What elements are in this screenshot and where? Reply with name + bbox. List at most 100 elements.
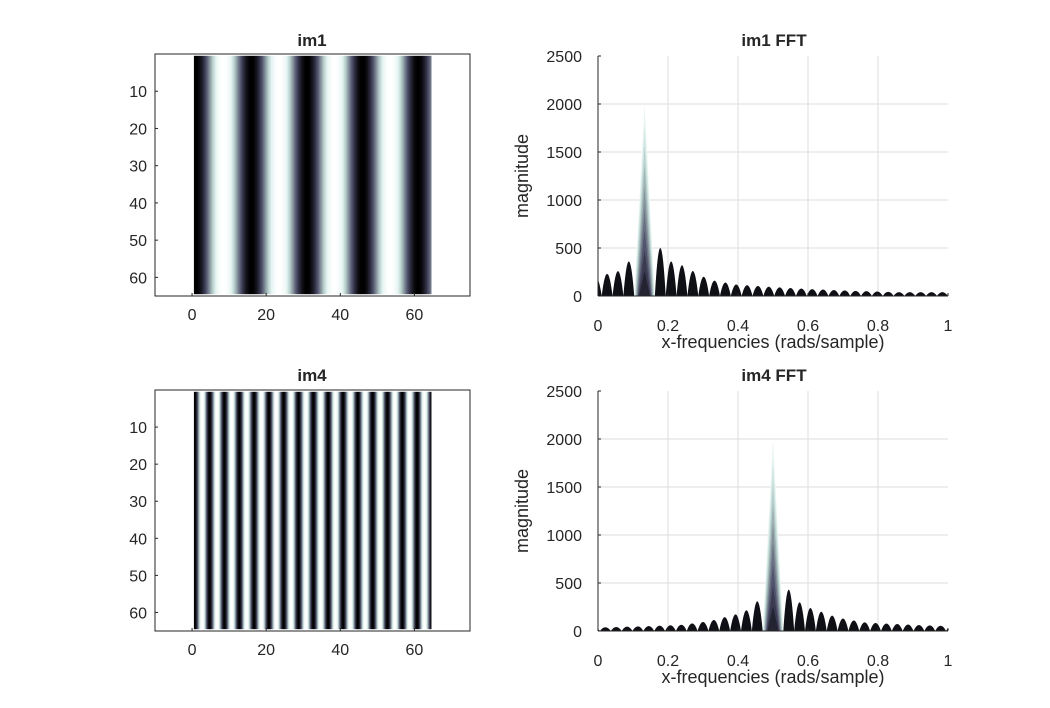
panel-title-im4: im4 <box>297 366 327 385</box>
image-column <box>346 391 349 630</box>
image-column <box>200 55 202 295</box>
image-column <box>353 391 355 630</box>
image-column <box>221 391 224 630</box>
image-column <box>412 55 414 295</box>
y-tick-label: 30 <box>129 494 147 511</box>
sidelobe <box>850 290 862 296</box>
image-column <box>429 391 431 630</box>
image-column <box>426 391 428 630</box>
image-column <box>241 391 243 630</box>
sidelobe <box>665 261 677 296</box>
sidelobe <box>601 273 613 296</box>
image-column <box>400 391 402 630</box>
image-column <box>321 391 324 630</box>
main-peak-layer <box>639 271 651 296</box>
sidelobe <box>676 265 688 296</box>
image-column <box>276 55 278 295</box>
image-column <box>202 55 204 295</box>
image-column <box>366 391 368 630</box>
image-column <box>242 391 244 630</box>
image-column <box>253 391 255 630</box>
image-column <box>306 55 309 295</box>
image-column <box>205 391 207 630</box>
image-column <box>315 391 317 630</box>
image-column <box>333 55 336 295</box>
x-tick-label: 0.8 <box>867 653 889 670</box>
image-column <box>266 55 268 295</box>
image-column <box>403 391 405 630</box>
image-column <box>320 391 323 630</box>
image-column <box>233 391 236 630</box>
image-column <box>248 391 250 630</box>
image-column <box>263 391 265 630</box>
image-column <box>427 391 429 630</box>
image-column <box>273 55 275 295</box>
x-tick-label: 0.6 <box>797 318 819 335</box>
image-column <box>195 391 198 630</box>
image-column <box>375 391 377 630</box>
image-column <box>399 55 401 295</box>
image-column <box>292 55 294 295</box>
image-column <box>276 391 278 630</box>
image-column <box>243 55 246 295</box>
image-column <box>332 55 335 295</box>
image-column <box>393 55 395 295</box>
image-column <box>199 391 201 630</box>
image-column <box>407 391 410 630</box>
image-column <box>237 391 239 630</box>
image-column <box>267 55 269 295</box>
image-column <box>388 55 390 295</box>
image-column <box>249 391 251 630</box>
image-column <box>369 55 372 295</box>
image-column <box>298 55 300 295</box>
image-column <box>238 391 240 630</box>
image-column <box>318 391 321 630</box>
image-column <box>218 391 221 630</box>
image-column <box>368 55 370 295</box>
image-column <box>266 391 268 630</box>
image-column <box>370 391 373 630</box>
image-column <box>272 391 274 630</box>
image-column <box>402 55 404 295</box>
image-column <box>329 391 331 630</box>
image-column <box>311 391 313 630</box>
image-column <box>357 391 360 630</box>
image-column <box>223 391 225 630</box>
image-column <box>405 55 407 295</box>
image-column <box>312 55 314 295</box>
spectrum-im1-fft <box>598 104 948 296</box>
sidelobe <box>815 611 827 631</box>
image-column <box>430 55 432 295</box>
image-column <box>384 55 387 295</box>
image-column <box>347 391 350 630</box>
image-column <box>364 391 366 630</box>
image-column <box>424 391 426 630</box>
xlabel-im1-fft: x-frequencies (rads/sample) <box>661 332 884 352</box>
y-tick-label: 40 <box>129 196 147 213</box>
image-column <box>331 391 333 630</box>
image-column <box>367 391 369 630</box>
image-column <box>388 391 390 630</box>
image-column <box>341 55 343 295</box>
image-column <box>381 55 383 295</box>
image-column <box>349 391 351 630</box>
ticks-im1: 0 20 40 60 10 20 30 40 50 60 <box>129 84 423 324</box>
sidelobe <box>926 292 937 296</box>
image-column <box>395 391 398 630</box>
image-column <box>210 55 212 295</box>
image-column <box>358 55 361 295</box>
image-column <box>356 55 359 295</box>
image-column <box>407 391 409 630</box>
image-column <box>193 55 196 295</box>
panel-im1-fft: im1 FFT 0 0.2 0.4 0.6 0.8 1 0 500 1000 1500 2000 25… <box>512 31 953 352</box>
image-column <box>280 55 282 295</box>
sidelobe <box>751 601 763 631</box>
image-column <box>304 391 306 630</box>
image-column <box>342 391 344 630</box>
image-column <box>341 391 343 630</box>
image-column <box>294 55 297 295</box>
image-column <box>344 55 346 295</box>
x-tick-label: 1 <box>944 318 953 335</box>
image-column <box>374 391 376 630</box>
image-column <box>415 391 417 630</box>
